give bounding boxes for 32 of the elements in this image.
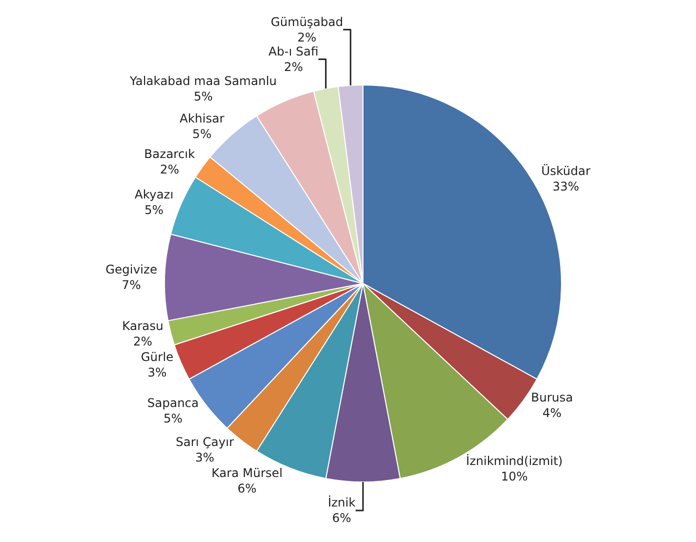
slice-label: İznikmind(izmit) xyxy=(466,454,563,468)
data-label: 3% xyxy=(195,450,214,464)
data-label: 2% xyxy=(133,334,152,349)
slice-label: Ab-ı Safi xyxy=(268,44,318,58)
slice-label: Karasu xyxy=(122,318,164,333)
data-label: 5% xyxy=(194,90,213,104)
slice-label: İznik xyxy=(328,496,356,510)
slice-label: Bazarcık xyxy=(144,146,196,161)
slice-label: Üsküdar xyxy=(541,164,590,178)
data-label: 10% xyxy=(501,470,528,484)
data-label: 5% xyxy=(163,412,183,426)
data-label: 6% xyxy=(332,511,352,526)
slice-label: Sarı Çayır xyxy=(176,434,234,449)
data-label: 7% xyxy=(122,278,141,292)
data-label: 5% xyxy=(144,203,164,218)
slice-label: Burusa xyxy=(530,390,573,404)
slice-label: Akhisar xyxy=(180,111,224,126)
slice-label: Akyazı xyxy=(134,188,174,202)
data-label: 3% xyxy=(148,365,167,380)
data-label: 33% xyxy=(552,179,580,194)
slice-label: Gegivize xyxy=(105,262,158,276)
data-label: 6% xyxy=(238,482,257,496)
slice-label: Sapanca xyxy=(147,396,199,410)
data-label: 2% xyxy=(284,60,304,74)
slice-label: Gürle xyxy=(140,350,174,364)
slice-label: Gümüşabad xyxy=(270,14,344,29)
data-label: 2% xyxy=(297,30,316,44)
slice-label: Yalakabad maa Samanlu xyxy=(128,74,277,88)
data-label: 4% xyxy=(542,406,562,420)
data-label: 2% xyxy=(160,162,180,177)
data-label: 5% xyxy=(192,127,212,142)
slice-label: Kara Mürsel xyxy=(212,466,283,480)
